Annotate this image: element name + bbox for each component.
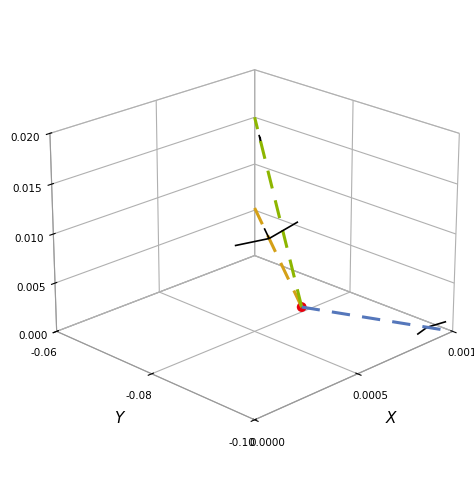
Y-axis label: Y: Y [114, 411, 123, 426]
X-axis label: X: X [385, 411, 396, 426]
